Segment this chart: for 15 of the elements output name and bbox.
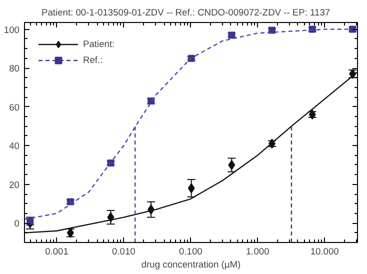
x-tick-label: 1.000	[246, 246, 270, 256]
x-tick-label: 0.001	[45, 246, 68, 256]
chart-title: Patient: 00-1-013509-01-ZDV -- Ref.: CNDO-009072-ZDV -- EP: 1137	[42, 8, 330, 18]
y-tick-label: 0	[14, 218, 20, 229]
x-tick-label: 0.100	[179, 246, 202, 256]
legend-label: Patient:	[83, 38, 115, 51]
legend-label: Ref.:	[83, 54, 103, 67]
x-tick-label: 10.000	[310, 246, 339, 256]
y-tick-label: 80	[9, 64, 20, 74]
x-tick-label: 0.010	[112, 246, 136, 256]
y-tick-label: 100	[4, 24, 20, 35]
x-axis-title: drug concentration (µM)	[141, 260, 241, 270]
y-tick-label: 20	[9, 180, 20, 190]
y-tick-label: 60	[9, 102, 20, 112]
y-tick-label: 40	[9, 141, 20, 152]
